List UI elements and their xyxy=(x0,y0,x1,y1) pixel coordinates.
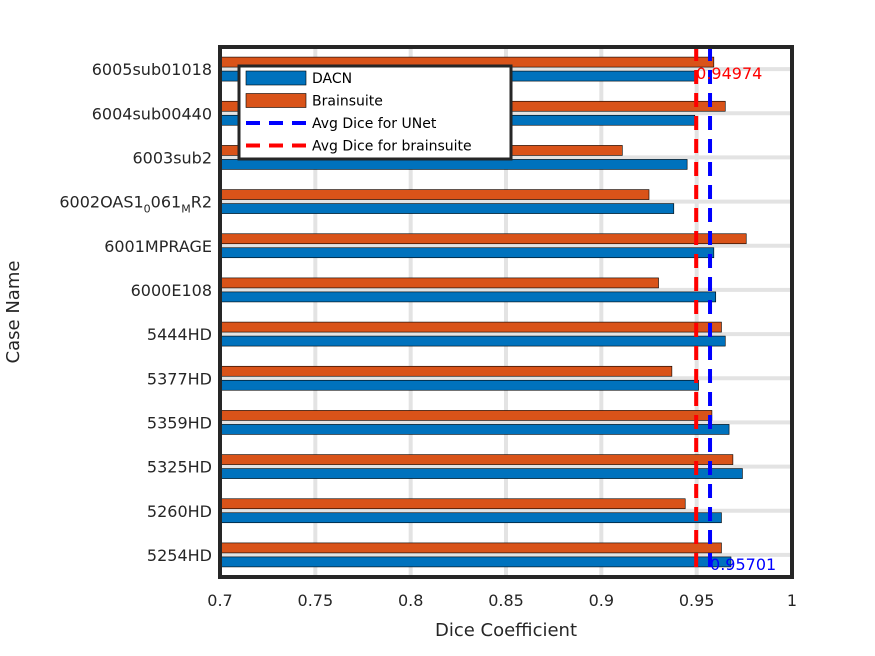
x-axis-title: Dice Coefficient xyxy=(435,620,577,641)
y-tick-label: 5444HD xyxy=(147,325,212,344)
y-tick-label: 6004sub00440 xyxy=(92,104,212,123)
y-axis-title: Case Name xyxy=(3,261,24,364)
y-tick-label: 6003sub2 xyxy=(132,148,212,167)
bar-dacn xyxy=(219,556,732,568)
y-tick-label: 5254HD xyxy=(147,546,212,565)
x-tick-label: 0.95 xyxy=(679,591,715,610)
bar-dacn xyxy=(219,468,743,479)
bar-brainsuite xyxy=(219,189,650,200)
bar-brainsuite xyxy=(219,233,747,245)
legend-swatch xyxy=(245,93,307,108)
legend-label: DACN xyxy=(312,71,352,87)
x-tick-label: 0.8 xyxy=(398,591,423,610)
y-axis-ticks: 6005sub01018 6004sub00440 6003sub2 6002OAS1… xyxy=(59,60,212,565)
legend-label: Avg Dice for brainsuite xyxy=(312,139,472,155)
y-tick-label: 6001MPRAGE xyxy=(104,237,212,256)
y-tick-label: 5377HD xyxy=(147,369,212,388)
reference-lines xyxy=(694,47,713,577)
x-axis-ticks: 0.7 0.75 0.8 0.85 0.9 0.95 1 xyxy=(207,591,797,610)
bar-dacn xyxy=(219,203,675,214)
bar-brainsuite xyxy=(219,321,722,333)
bar-brainsuite xyxy=(219,542,722,554)
bar-dacn xyxy=(219,379,699,391)
bar-brainsuite xyxy=(219,277,659,289)
bar-dacn xyxy=(219,247,715,259)
bar-brainsuite xyxy=(219,410,713,421)
bar-dacn xyxy=(219,424,730,435)
legend-label: Brainsuite xyxy=(312,94,383,110)
bar-brainsuite xyxy=(219,365,673,377)
y-tick-label: 5260HD xyxy=(147,502,212,521)
y-tick-label: 6002OAS10061MR2 xyxy=(59,193,212,216)
x-tick-label: 0.9 xyxy=(589,591,614,610)
y-tick-label: 5359HD xyxy=(147,413,212,432)
reference-annotations: 0.95701 0.94974 xyxy=(696,64,776,574)
reference-value-label: 0.94974 xyxy=(696,64,762,83)
reference-value-label: 0.95701 xyxy=(710,555,776,574)
bar-dacn xyxy=(219,512,722,524)
plot-frame xyxy=(218,45,794,579)
bar-dacn xyxy=(219,335,726,347)
y-tick-label: 6000E108 xyxy=(131,281,212,300)
bar-dacn xyxy=(219,291,717,303)
legend: DACN Brainsuite Avg Dice for UNet Avg Dice … xyxy=(237,64,513,161)
x-tick-label: 0.7 xyxy=(207,591,232,610)
bar-dacn xyxy=(219,159,688,170)
x-tick-label: 1 xyxy=(787,591,797,610)
legend-label: Avg Dice for UNet xyxy=(312,116,437,132)
bar-brainsuite xyxy=(219,498,686,510)
legend-swatch xyxy=(245,70,307,86)
bar-brainsuite xyxy=(219,454,734,465)
x-tick-label: 0.85 xyxy=(488,591,524,610)
y-tick-label: 6005sub01018 xyxy=(92,60,212,79)
x-tick-label: 0.75 xyxy=(298,591,334,610)
y-tick-label: 5325HD xyxy=(147,458,212,477)
